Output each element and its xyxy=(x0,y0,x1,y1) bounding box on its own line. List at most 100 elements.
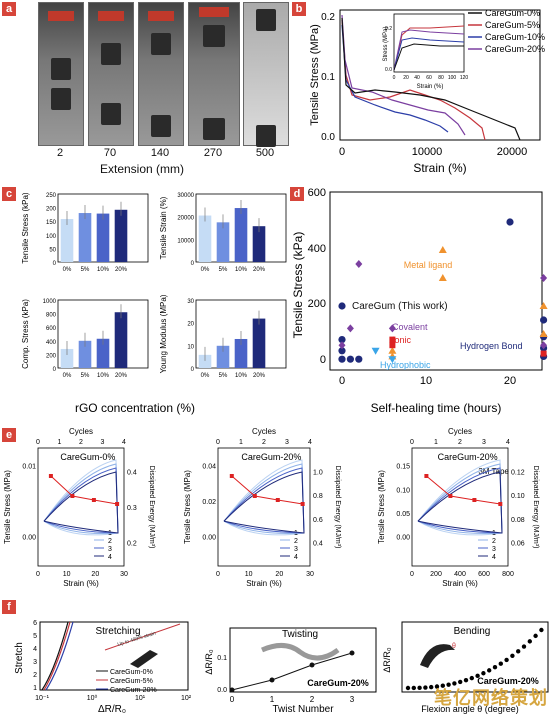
e-cycle-tick-0-4: 4 xyxy=(122,439,126,446)
e-xtick-1-3: 30 xyxy=(306,571,314,578)
f3-dot-4 xyxy=(429,684,434,690)
d-point-17 xyxy=(355,260,363,268)
e-axes-0 xyxy=(37,447,125,567)
e-cycle-tick-2-2: 2 xyxy=(458,439,462,446)
f3-tag: CareGum-20% xyxy=(477,676,539,686)
c-ytick-1-0: 0 xyxy=(191,261,195,267)
f1-legend-0: CareGum-0% xyxy=(110,669,153,676)
f1-title: Stretching xyxy=(95,626,140,637)
e-legend-1-3: 4 xyxy=(294,554,298,561)
e-energy-pt-0-0 xyxy=(48,474,53,478)
e-ytick-1-1: 0.02 xyxy=(202,499,216,506)
c-bar-0-0 xyxy=(60,219,74,262)
f3-dot-17 xyxy=(504,657,509,663)
c-xtick-2-2: 10% xyxy=(97,373,110,379)
f3-dot-19 xyxy=(516,649,521,654)
panel-label-d: d xyxy=(290,187,304,201)
e-rtick-1-1: 0.6 xyxy=(313,517,323,524)
c-ytick-2-3: 600 xyxy=(46,326,57,332)
e-energy-pt-1-0 xyxy=(229,474,234,478)
e-ylabel-2: Tensile Stress (MPa) xyxy=(377,470,386,544)
c-bar-1-0 xyxy=(198,215,212,262)
f3-dot-9 xyxy=(458,679,463,685)
f2-yt0: 0.0 xyxy=(217,687,227,694)
b-inset-yt0: 0.0 xyxy=(385,67,392,73)
f1-yt0: 1 xyxy=(33,685,37,692)
d-ann-covalent: Covalent xyxy=(392,322,428,332)
e-rtick-1-3: 1.0 xyxy=(313,470,323,477)
c-xlabel: rGO concentration (%) xyxy=(75,401,195,415)
panel-label-c: c xyxy=(2,187,16,201)
f3-dot-6 xyxy=(440,683,445,688)
panel-a-xlabel: Extension (mm) xyxy=(100,162,185,176)
e-subtitle-2: 3M Tape xyxy=(478,467,509,476)
b-inset-xlabel: Strain (%) xyxy=(417,84,444,90)
c-ytick-0-4: 200 xyxy=(46,207,57,213)
e-energy-pt-0-2 xyxy=(91,498,96,502)
e-xtick-2-4: 800 xyxy=(502,571,514,578)
c-ytick-1-1: 10000 xyxy=(177,238,194,244)
d-point-1 xyxy=(506,218,514,226)
e-loop-2-1 xyxy=(417,463,503,534)
caption-500: 500 xyxy=(255,147,275,159)
e-loop-1-0 xyxy=(223,459,305,536)
f1-xlabel: ΔR/R₀ xyxy=(98,704,126,714)
f1-legend-2: CareGum-20% xyxy=(110,687,157,694)
e-energy-pt-2-0 xyxy=(424,474,429,478)
c-ytick-3-3: 30 xyxy=(187,299,194,305)
photo-500mm xyxy=(243,2,289,147)
f2-tag: CareGum-20% xyxy=(307,678,369,688)
c-bar-2-3 xyxy=(114,312,128,368)
f3-dot-18 xyxy=(510,653,515,658)
e-cycle-tick-1-2: 2 xyxy=(262,439,266,446)
c-ytick-2-4: 800 xyxy=(46,313,57,319)
c-bar-0-3 xyxy=(114,209,128,262)
c-ylabel-2: Comp. Stress (kPa) xyxy=(21,299,30,369)
c-xtick-0-3: 20% xyxy=(115,267,128,273)
e-ylabel-1: Tensile Stress (MPa) xyxy=(183,470,192,544)
b-xtick-1: 10000 xyxy=(412,146,443,158)
f3-dot-7 xyxy=(446,682,451,687)
f3-dot-11 xyxy=(469,675,474,681)
e-cycle-tick-0-3: 3 xyxy=(101,439,105,446)
f3-xlabel: Flexion angle θ (degree) xyxy=(421,704,519,714)
f2-xt1: 1 xyxy=(270,695,275,704)
f1-yt3: 4 xyxy=(33,646,37,653)
e-energy-pt-2-1 xyxy=(448,494,453,498)
e-legend-2-1: 2 xyxy=(492,538,496,545)
d-point-3 xyxy=(338,347,346,355)
d-ann-ionic: Ionic xyxy=(392,335,412,345)
f1-yt1: 2 xyxy=(33,672,37,679)
c-ytick-1-2: 20000 xyxy=(177,216,194,222)
d-xtick-1: 10 xyxy=(420,375,432,387)
e-energy-pt-1-3 xyxy=(300,502,305,506)
e-loop-0-1 xyxy=(43,463,119,534)
panel-label-b: b xyxy=(292,2,306,16)
e-rtick-2-0: 0.06 xyxy=(511,540,525,547)
f1-xt3: 10² xyxy=(181,695,192,702)
c-xtick-3-1: 5% xyxy=(219,373,228,379)
e-rlabel-2: Dissipated Energy (MJ/m³) xyxy=(532,466,539,549)
f2-xt2: 2 xyxy=(310,695,315,704)
e-xtick-2-0: 0 xyxy=(410,571,414,578)
e-legend-1-1: 2 xyxy=(294,538,298,545)
e-cycle-tick-2-3: 3 xyxy=(482,439,486,446)
d-point-2 xyxy=(338,355,346,363)
e-loop-0-3 xyxy=(43,471,119,534)
d-point-26 xyxy=(371,347,380,355)
f1-xt0: 10⁻¹ xyxy=(35,695,49,702)
c-bar-3-1 xyxy=(216,345,230,368)
e-xtick-2-3: 600 xyxy=(478,571,490,578)
f1-xt1: 10⁰ xyxy=(87,694,98,702)
b-xtick-2: 20000 xyxy=(497,146,528,158)
e-xtick-2-1: 200 xyxy=(430,571,442,578)
d-point-12 xyxy=(438,274,447,281)
b-legend-2: CareGum-10% xyxy=(485,32,545,42)
d-point-19 xyxy=(346,324,354,333)
e-cycles-label-2: Cycles xyxy=(448,427,472,436)
d-xtick-2: 20 xyxy=(504,375,516,387)
c-xtick-2-3: 20% xyxy=(115,373,128,379)
photo-70mm xyxy=(88,2,134,146)
e-loop-2-0 xyxy=(417,459,503,536)
